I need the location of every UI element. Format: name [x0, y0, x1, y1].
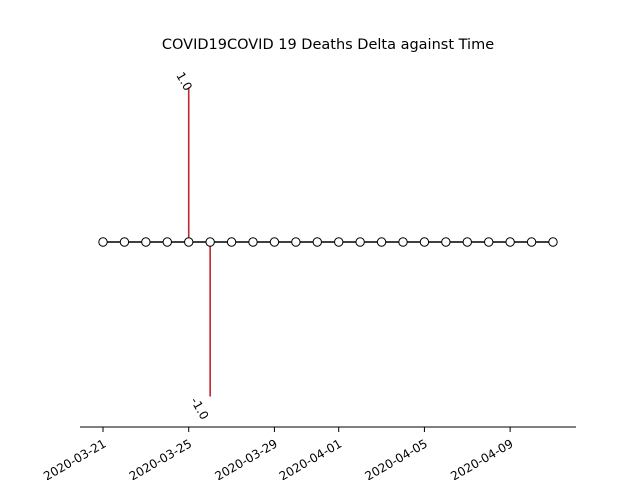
data-point — [484, 237, 494, 247]
data-point — [184, 237, 194, 247]
x-tick-label: 2020-04-09 — [448, 436, 515, 480]
data-point — [162, 237, 172, 247]
points-layer — [98, 237, 558, 247]
x-ticks-layer: 2020-03-21 2020-03-25 2020-03-292020-04-01… — [41, 427, 516, 480]
data-point — [269, 237, 280, 247]
x-tick-label: 2020-04-05 — [363, 436, 430, 480]
data-point — [376, 237, 387, 247]
data-point — [505, 237, 515, 247]
x-tick-label: 2020-03-25 — [127, 436, 194, 480]
data-point — [312, 237, 322, 247]
x-tick-label: 2020-03-21 — [41, 436, 108, 480]
data-point — [119, 237, 130, 247]
x-tick-label: 2020-04-01 — [277, 436, 344, 480]
stems-layer: 1.0 -1.0 — [173, 70, 211, 423]
data-point — [355, 237, 365, 247]
data-point — [291, 237, 301, 247]
data-point — [226, 237, 237, 247]
data-point — [441, 237, 451, 247]
data-point — [419, 237, 430, 247]
data-point — [334, 237, 344, 247]
data-point — [462, 237, 472, 247]
data-point — [548, 237, 558, 247]
data-point — [526, 237, 537, 247]
chart-title: COVID19COVID 19 Deaths Delta against Tim… — [162, 37, 494, 53]
x-tick-label: 2020-03-29 — [213, 436, 280, 480]
stem-label-0: 1.0 — [173, 70, 195, 94]
data-point — [205, 237, 215, 247]
data-point — [98, 237, 108, 247]
data-point — [248, 237, 258, 247]
stem-label-1: -1.0 — [188, 395, 212, 422]
data-point — [398, 237, 408, 247]
data-point — [141, 237, 151, 247]
